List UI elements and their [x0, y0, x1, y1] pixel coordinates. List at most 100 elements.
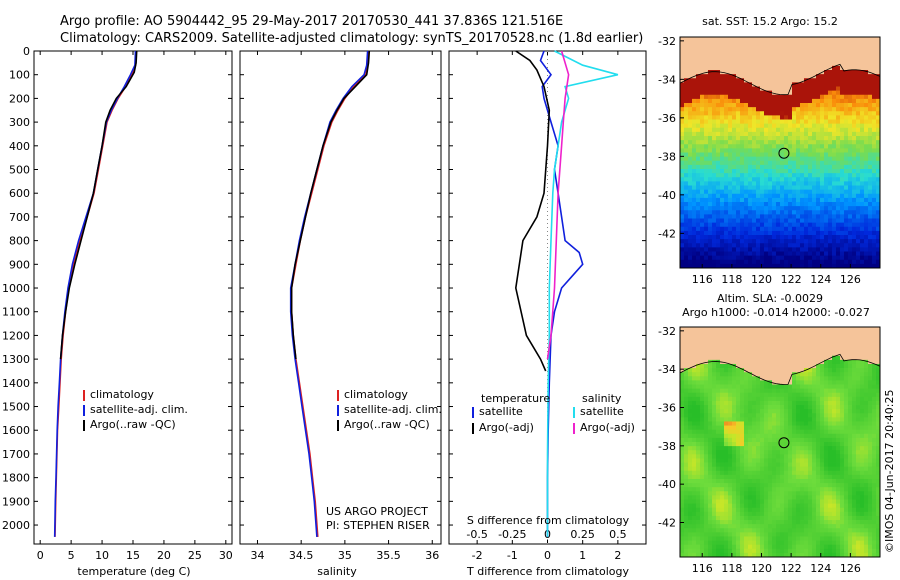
map-cell — [708, 540, 713, 546]
map-cell — [832, 247, 837, 252]
map-cell — [856, 53, 861, 59]
map-cell — [716, 185, 721, 191]
map-cell — [852, 202, 857, 207]
map-cell — [716, 230, 721, 236]
map-cell — [784, 210, 789, 215]
map-cell — [700, 507, 705, 513]
map-cell — [760, 392, 765, 398]
map-cell — [812, 515, 817, 521]
map-cell — [808, 515, 813, 521]
map-cell — [692, 392, 697, 398]
map-cell — [852, 247, 857, 252]
map-cell — [768, 111, 773, 116]
map-cell — [780, 222, 785, 228]
map-cell — [700, 380, 705, 385]
map-y-tick-label: -36 — [658, 112, 676, 125]
map-cell — [716, 177, 721, 182]
map-cell — [792, 368, 797, 373]
map-cell — [808, 499, 813, 505]
map-cell — [800, 450, 805, 455]
map-cell — [760, 251, 765, 257]
map-cell — [752, 524, 757, 529]
map-cell — [784, 450, 789, 455]
map-cell — [712, 41, 717, 46]
map-cell — [800, 239, 805, 244]
series-line-0 — [539, 50, 584, 537]
map-cell — [708, 98, 713, 104]
map-cell — [776, 115, 781, 120]
map-cell — [736, 177, 741, 182]
map-cell — [736, 107, 741, 112]
map-cell — [712, 189, 717, 195]
map-cell — [840, 189, 845, 195]
map-cell — [876, 107, 881, 112]
map-cell — [864, 185, 869, 191]
map-cell — [700, 347, 705, 353]
map-cell — [772, 409, 777, 414]
map-cell — [816, 251, 821, 257]
map-cell — [800, 388, 805, 394]
map-cell — [744, 107, 749, 112]
map-cell — [708, 230, 713, 236]
map-cell — [812, 339, 817, 344]
map-cell — [764, 119, 769, 125]
map-cell — [708, 189, 713, 195]
map-cell — [736, 164, 741, 170]
map-cell — [684, 181, 689, 186]
map-cell — [712, 247, 717, 252]
map-cell — [872, 202, 877, 207]
map-cell — [772, 532, 777, 537]
map-cell — [680, 372, 685, 377]
map-cell — [720, 65, 725, 71]
map-cell — [692, 437, 697, 443]
map-cell — [680, 331, 685, 336]
map-cell — [792, 164, 797, 170]
map-cell — [816, 210, 821, 215]
map-cell — [856, 57, 861, 63]
map-cell — [808, 454, 813, 459]
map-cell — [692, 189, 697, 195]
map-cell — [712, 499, 717, 505]
map-cell — [696, 239, 701, 244]
map-cell — [816, 197, 821, 203]
map-cell — [776, 243, 781, 248]
map-cell — [696, 520, 701, 525]
map-cell — [784, 98, 789, 104]
map-cell — [776, 396, 781, 402]
map-cell — [732, 528, 737, 533]
map-cell — [684, 536, 689, 541]
map-cell — [788, 343, 793, 348]
map-cell — [864, 115, 869, 120]
map-cell — [692, 524, 697, 529]
map-cell — [752, 65, 757, 71]
map-cell — [724, 185, 729, 191]
map-cell — [772, 470, 777, 476]
map-cell — [756, 206, 761, 211]
map-cell — [796, 327, 801, 332]
map-cell — [832, 119, 837, 125]
map-cell — [684, 359, 689, 365]
map-cell — [760, 339, 765, 344]
map-cell — [688, 156, 693, 162]
map-cell — [856, 49, 861, 54]
map-cell — [732, 343, 737, 348]
map-cell — [712, 206, 717, 211]
map-cell — [812, 156, 817, 162]
map-cell — [872, 140, 877, 145]
map-cell — [760, 107, 765, 112]
map-cell — [872, 251, 877, 257]
map-cell — [712, 57, 717, 63]
map-cell — [792, 503, 797, 509]
map-cell — [804, 169, 809, 174]
map-cell — [740, 74, 745, 79]
map-cell — [720, 429, 725, 435]
map-cell — [852, 259, 857, 265]
map-cell — [792, 127, 797, 133]
map-cell — [808, 470, 813, 476]
map-cell — [764, 405, 769, 410]
map-cell — [688, 263, 693, 269]
map-cell — [828, 235, 833, 240]
map-cell — [804, 90, 809, 96]
map-cell — [760, 37, 765, 42]
